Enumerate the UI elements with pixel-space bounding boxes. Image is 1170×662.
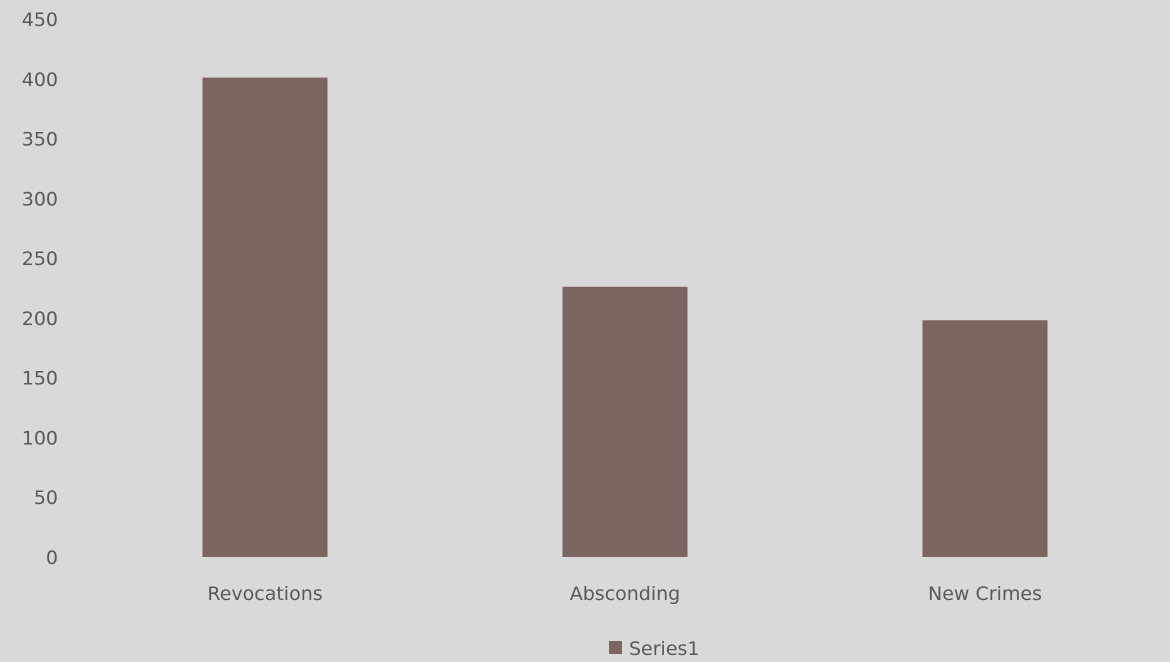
bars-group [202,77,1048,558]
bar-absconding [562,286,688,557]
bar-revocations [202,77,328,558]
y-tick-label: 300 [22,188,58,210]
legend-label-series1: Series1 [629,638,700,660]
y-tick-label: 0 [46,547,58,569]
y-tick-label: 450 [22,9,58,31]
y-axis: 0 50 100 150 200 250 300 350 400 450 [22,9,58,569]
x-axis: Revocations Absconding New Crimes [207,583,1042,605]
y-tick-label: 200 [22,308,58,330]
y-tick-label: 400 [22,69,58,91]
y-tick-label: 250 [22,248,58,270]
bar-new-crimes [922,320,1048,557]
y-tick-label: 100 [22,427,58,449]
y-tick-label: 350 [22,129,58,151]
legend: Series1 [609,638,700,660]
x-tick-label: Revocations [207,583,322,605]
y-tick-label: 150 [22,368,58,390]
x-tick-label: Absconding [570,583,681,605]
y-tick-label: 50 [34,487,58,509]
legend-swatch-series1 [609,641,622,654]
x-tick-label: New Crimes [928,583,1042,605]
